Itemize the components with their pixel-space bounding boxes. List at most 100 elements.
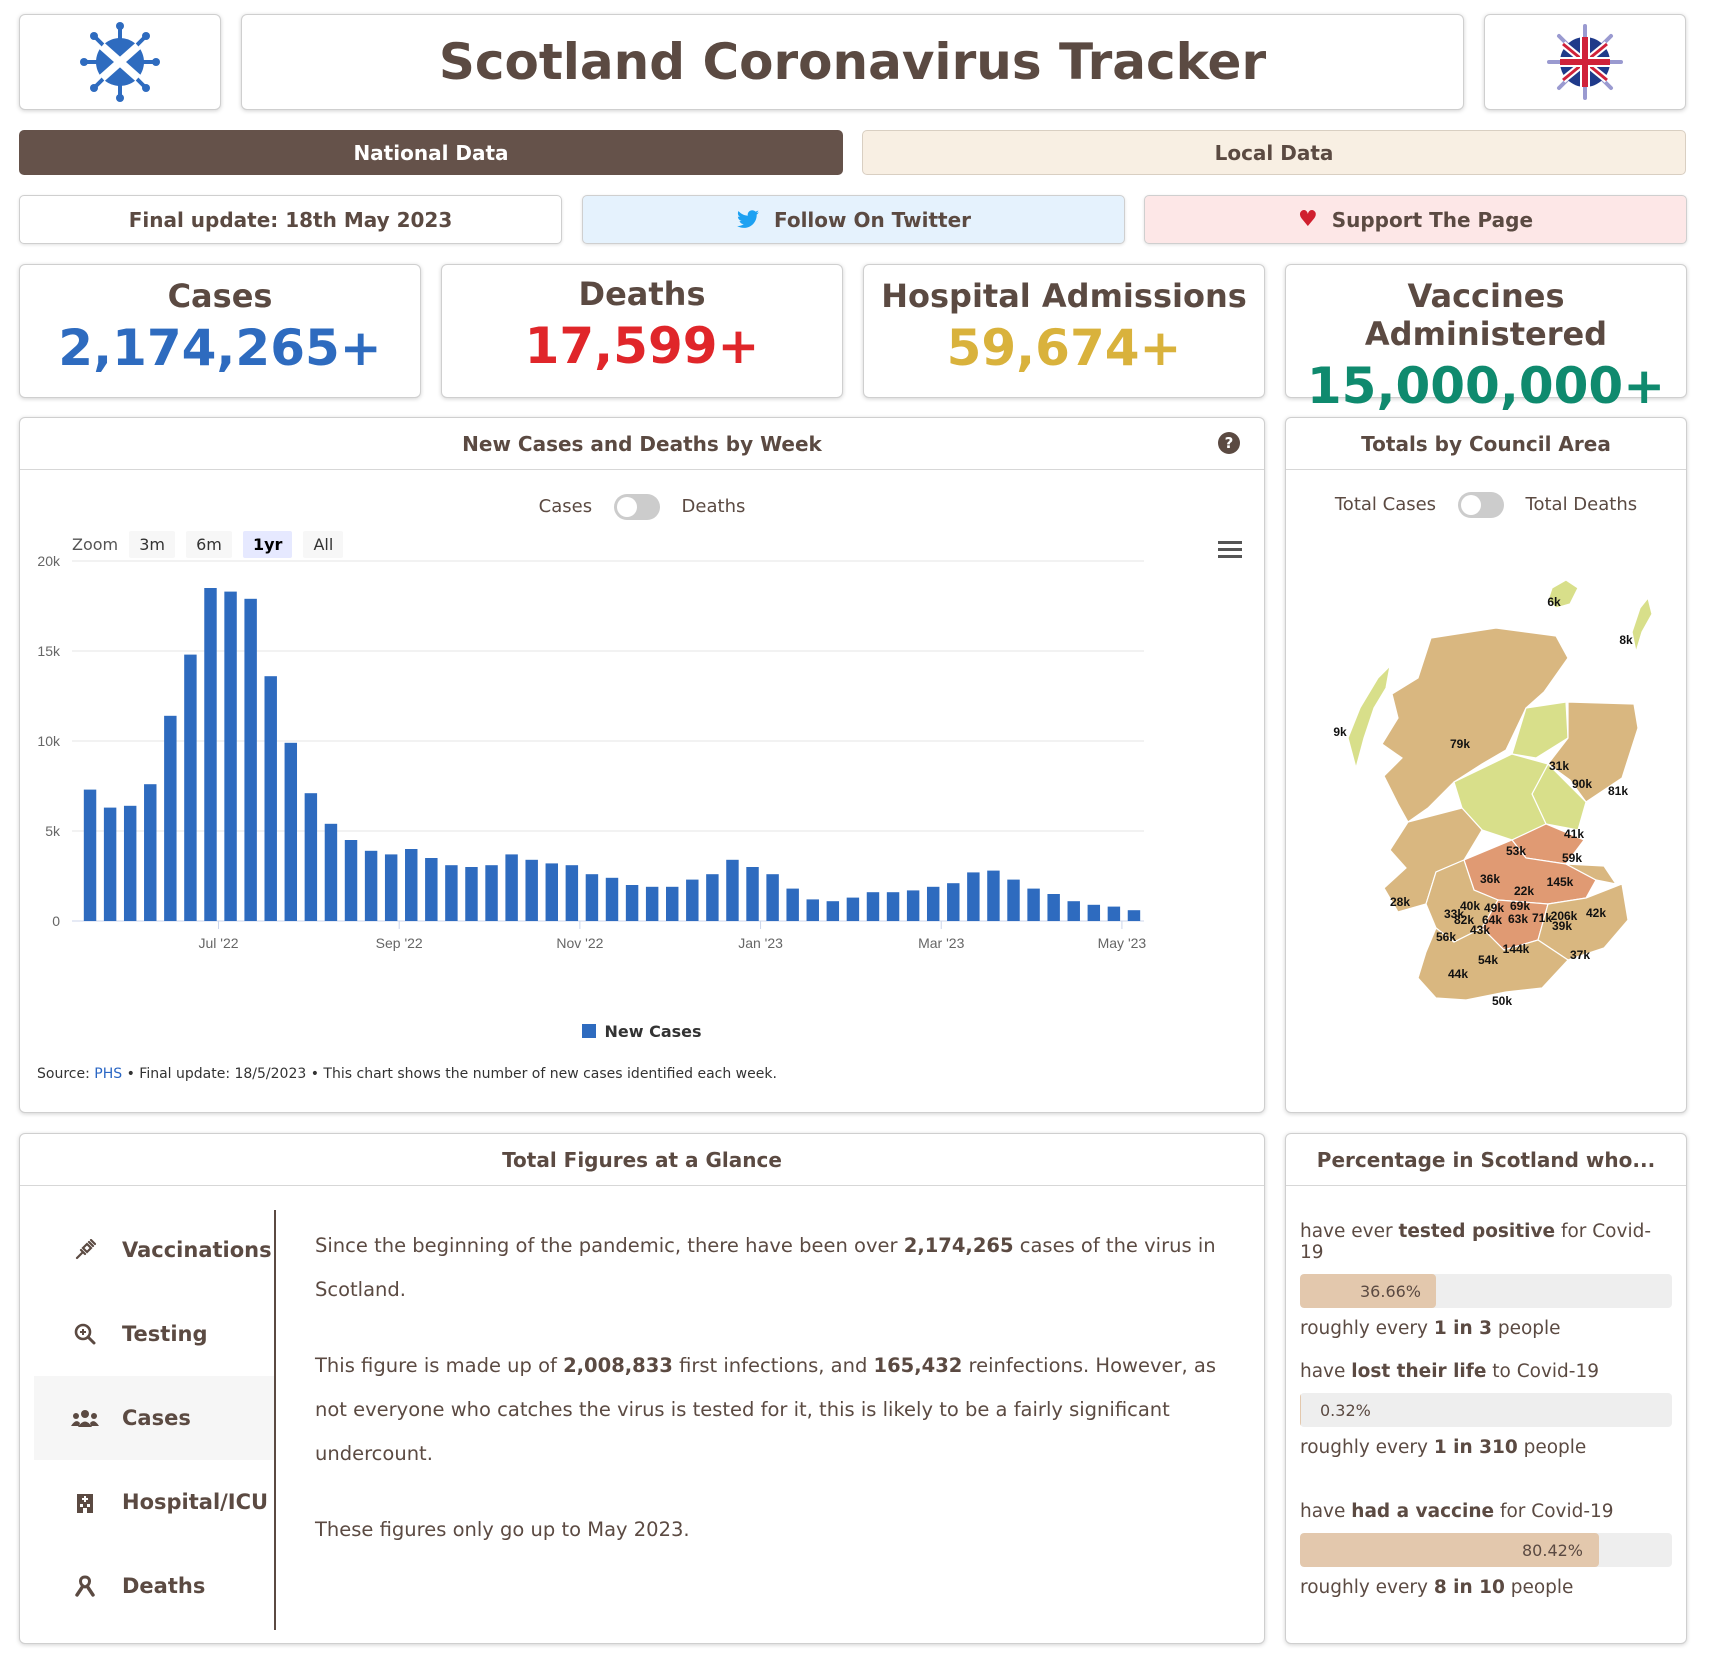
help-icon[interactable]: ? bbox=[1218, 432, 1240, 454]
uk-virus-logo-icon bbox=[1547, 24, 1623, 100]
zoom-3m-button[interactable]: 3m bbox=[129, 531, 175, 558]
bar bbox=[83, 789, 97, 921]
text: have bbox=[1300, 1501, 1352, 1522]
map-label: 82k bbox=[1454, 913, 1474, 927]
map-label: 56k bbox=[1436, 930, 1456, 944]
users-icon bbox=[62, 1408, 108, 1428]
syringe-icon bbox=[62, 1239, 108, 1261]
stat-value-hospital: 59,674+ bbox=[946, 319, 1182, 377]
text: to Covid-19 bbox=[1486, 1361, 1599, 1382]
nav-item-testing[interactable]: Testing bbox=[34, 1292, 274, 1376]
x-tick-label: Nov '22 bbox=[556, 935, 603, 951]
bar bbox=[123, 805, 137, 921]
tab-national-data[interactable]: National Data bbox=[19, 130, 843, 175]
bar bbox=[605, 877, 619, 921]
toggle-label-cases: Cases bbox=[538, 496, 593, 517]
follow-twitter-button[interactable]: Follow On Twitter bbox=[582, 195, 1125, 244]
zoom-all-button[interactable]: All bbox=[303, 531, 344, 558]
support-page-button[interactable]: ♥ Support The Page bbox=[1144, 195, 1687, 244]
legend-swatch bbox=[582, 1024, 597, 1038]
zoom-1yr-button[interactable]: 1yr bbox=[242, 531, 293, 558]
bar bbox=[144, 784, 157, 921]
map-label: 144k bbox=[1503, 942, 1530, 956]
bar bbox=[1127, 910, 1141, 921]
map-label: 145k bbox=[1547, 875, 1574, 889]
text: for Covid-19 bbox=[1300, 1221, 1652, 1263]
text: have ever bbox=[1300, 1221, 1399, 1242]
text: people bbox=[1504, 1577, 1574, 1598]
map-label: 206k bbox=[1551, 909, 1578, 923]
glance-panel: Total Figures at a Glance Vaccinations T… bbox=[19, 1133, 1265, 1644]
source-link[interactable]: PHS bbox=[94, 1066, 123, 1082]
map-label: 41k bbox=[1564, 827, 1584, 841]
right-logo-card bbox=[1484, 14, 1686, 110]
nav-label-deaths: Deaths bbox=[122, 1574, 206, 1598]
map-label: 90k bbox=[1572, 777, 1592, 791]
y-tick-label: 5k bbox=[45, 823, 61, 839]
pct-bar: 80.42% bbox=[1300, 1533, 1672, 1567]
heart-icon: ♥ bbox=[1297, 207, 1318, 232]
map-label: 31k bbox=[1549, 759, 1569, 773]
text: 1 in 3 bbox=[1433, 1318, 1492, 1339]
pct-bar: 36.66% bbox=[1300, 1274, 1672, 1308]
stat-label-vaccines: Vaccines Administered bbox=[1364, 277, 1608, 353]
percentage-title: Percentage in Scotland who... bbox=[1316, 1147, 1656, 1172]
glance-nav-divider bbox=[274, 1210, 276, 1630]
chart-menu-icon[interactable] bbox=[1218, 540, 1242, 560]
bar bbox=[645, 886, 659, 921]
y-tick-label: 20k bbox=[37, 553, 61, 569]
bar bbox=[384, 854, 398, 921]
map-label: 37k bbox=[1570, 948, 1590, 962]
map-label: 59k bbox=[1562, 851, 1582, 865]
bar bbox=[585, 874, 599, 921]
zoom-controls: Zoom 3m 6m 1yr All bbox=[72, 531, 349, 558]
zoom-6m-button[interactable]: 6m bbox=[186, 531, 232, 558]
bar bbox=[726, 859, 739, 921]
pct-bar-fill bbox=[1300, 1274, 1437, 1308]
cases-deaths-toggle[interactable] bbox=[613, 494, 660, 520]
x-tick-label: Jul '22 bbox=[199, 935, 239, 951]
text: 1 in 310 bbox=[1433, 1437, 1518, 1458]
bar bbox=[806, 899, 819, 921]
source-prefix: Source: bbox=[37, 1066, 95, 1082]
text: roughly every bbox=[1300, 1437, 1434, 1458]
pct-bar-fill bbox=[1300, 1533, 1600, 1567]
bar bbox=[445, 865, 458, 921]
pct-bar-text: 36.66% bbox=[1360, 1281, 1422, 1301]
nav-item-vaccinations[interactable]: Vaccinations bbox=[34, 1208, 274, 1292]
bar bbox=[786, 888, 799, 921]
map-moray bbox=[1511, 701, 1569, 759]
bar bbox=[565, 865, 579, 921]
cases-deaths-map-toggle[interactable] bbox=[1457, 492, 1504, 518]
text: roughly every bbox=[1300, 1577, 1434, 1598]
scotland-council-map[interactable]: 6k 8k 9k 79k 31k 90k 81k 41k 53k 59k 36k… bbox=[1286, 568, 1686, 1088]
legend-new-cases[interactable]: New Cases bbox=[20, 1022, 1264, 1041]
bar bbox=[545, 863, 558, 921]
bar bbox=[666, 886, 679, 921]
council-toggle-row: Total Cases Total Deaths bbox=[1286, 492, 1686, 518]
bar bbox=[164, 715, 177, 921]
pct-row-lost-life: have lost their life to Covid-19 0.32% r… bbox=[1300, 1361, 1672, 1458]
x-tick-label: Jan '23 bbox=[738, 935, 783, 951]
glance-paragraph-3: These figures only go up to May 2023. bbox=[315, 1518, 690, 1541]
map-label: 33k bbox=[1444, 907, 1464, 921]
nav-item-deaths[interactable]: Deaths bbox=[34, 1544, 274, 1628]
pct-question: have had a vaccine for Covid-19 bbox=[1300, 1501, 1672, 1522]
map-label: 79k bbox=[1450, 737, 1470, 751]
bar bbox=[264, 676, 277, 921]
bar bbox=[967, 872, 980, 921]
weekly-chart-title: New Cases and Deaths by Week bbox=[462, 431, 822, 456]
nav-item-hospital-icu[interactable]: Hospital/ICU bbox=[34, 1460, 274, 1544]
stat-label-deaths: Deaths bbox=[578, 275, 706, 313]
text: for Covid-19 bbox=[1494, 1501, 1614, 1522]
nav-item-cases[interactable]: Cases bbox=[34, 1376, 274, 1460]
twitter-bird-icon bbox=[736, 209, 759, 228]
tab-local-data[interactable]: Local Data bbox=[862, 130, 1686, 175]
x-tick-label: May '23 bbox=[1098, 935, 1147, 951]
stat-value-cases: 2,174,265+ bbox=[58, 319, 382, 377]
text: had a vaccine bbox=[1351, 1501, 1495, 1522]
text: Since the beginning of the pandemic, the… bbox=[315, 1234, 904, 1257]
percentage-header: Percentage in Scotland who... bbox=[1286, 1134, 1686, 1186]
text: 8 in 10 bbox=[1433, 1577, 1505, 1598]
bar bbox=[324, 823, 338, 921]
